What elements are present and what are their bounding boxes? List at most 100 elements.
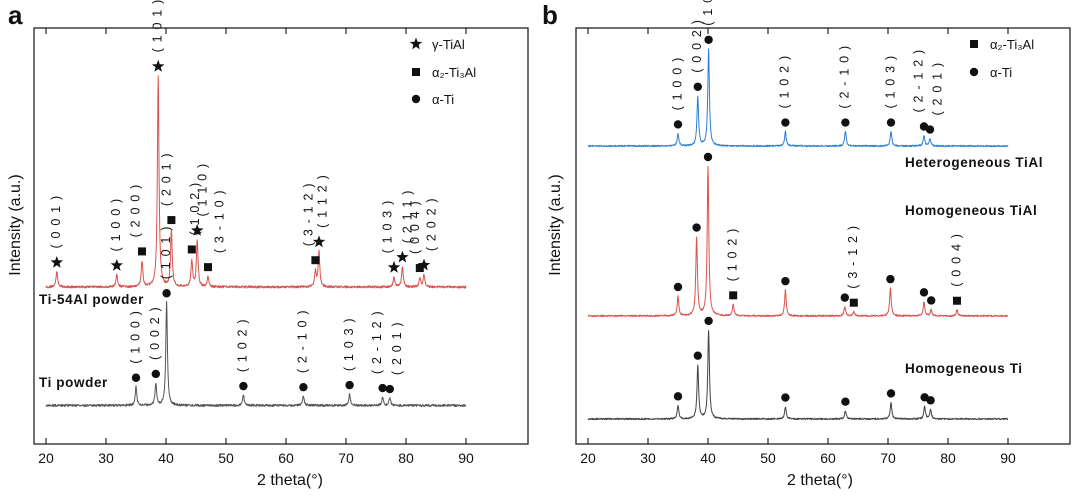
x-tick-label: 60 [278, 450, 294, 466]
peak-index-label: ( 2 0 0 ) [128, 184, 142, 238]
plot-frame [575, 27, 1071, 445]
peak-index-label: ( 1 0 1 ) [701, 0, 715, 26]
peak-index-label: ( 1 0 1 ) [159, 225, 173, 279]
peak-marker-square [415, 264, 424, 273]
peak-index-label: ( 3 - 1 2 ) [302, 182, 316, 246]
peak-marker-star [387, 260, 401, 273]
peak-marker-square [187, 245, 196, 254]
peak-index-label: ( 1 0 3 ) [380, 200, 394, 254]
peak-marker-circle [131, 373, 141, 382]
legend-label: γ-TiAl [432, 37, 465, 52]
series-line [587, 165, 1009, 318]
peak-marker-circle [919, 288, 929, 297]
peak-marker-circle [345, 380, 354, 390]
x-tick-label: 20 [38, 450, 54, 466]
x-tick-label: 90 [1000, 450, 1016, 466]
legend-label: α-Ti [432, 92, 454, 107]
peak-marker-circle [299, 382, 308, 392]
plot-frame [33, 27, 529, 445]
legend-label: α₂-Ti₃Al [990, 37, 1034, 52]
peak-marker-star [110, 259, 123, 271]
peak-index-label: ( 1 0 2 ) [725, 227, 739, 281]
x-tick-label: 60 [820, 450, 836, 466]
series-label: Homogeneous TiAl [905, 203, 1037, 218]
panel-letter: b [542, 0, 558, 30]
peak-marker-circle [703, 152, 713, 162]
legend-circle-icon [969, 67, 979, 77]
legend-square-icon [412, 68, 420, 76]
peak-index-label: ( 1 0 2 ) [188, 182, 202, 236]
series-line [45, 75, 467, 289]
peak-marker-star [50, 256, 63, 268]
peak-index-label: ( 2 1 1 ) [401, 189, 415, 243]
legend-circle-icon [411, 94, 421, 104]
peak-marker-star [396, 250, 409, 263]
peak-index-label: ( 1 0 2 ) [778, 55, 792, 109]
peak-index-label: ( 2 0 2 ) [424, 197, 438, 251]
x-tick-label: 70 [338, 450, 354, 466]
x-tick-label: 40 [700, 450, 716, 466]
legend-square-icon [970, 40, 978, 48]
x-tick-label: 50 [218, 450, 234, 466]
peak-marker-star [191, 224, 204, 236]
peak-marker-square [849, 298, 858, 307]
peak-index-label: ( 0 0 4 ) [408, 200, 422, 254]
peak-index-label: ( 0 0 2 ) [690, 19, 704, 73]
peak-marker-circle [926, 396, 935, 405]
peak-marker-circle [925, 125, 935, 134]
peak-index-label: ( 1 1 0 ) [195, 163, 209, 217]
peak-index-label: ( 0 0 1 ) [49, 195, 63, 249]
peak-index-label: ( 2 - 1 0 ) [838, 45, 852, 109]
peak-marker-circle [151, 369, 160, 379]
peak-marker-circle [841, 118, 850, 127]
peak-marker-circle [781, 276, 790, 286]
peak-marker-star [152, 59, 165, 72]
legend-label: α-Ti [990, 65, 1012, 80]
peak-marker-circle [781, 393, 790, 402]
peak-index-label: ( 2 - 1 0 ) [296, 309, 310, 373]
peak-index-label: ( 3 - 1 0 ) [212, 189, 226, 253]
peak-marker-circle [385, 384, 394, 394]
peak-index-label: ( 2 0 1 ) [160, 152, 174, 206]
series-label: Ti-54Al powder [39, 292, 144, 307]
peak-index-label: ( 1 0 3 ) [342, 317, 356, 371]
series-label: Homogeneous Ti [905, 361, 1023, 376]
peak-marker-square [167, 216, 176, 225]
peak-marker-circle [692, 223, 701, 232]
x-tick-label: 70 [880, 450, 896, 466]
peak-index-label: ( 2 - 1 2 ) [370, 310, 384, 374]
peak-index-label: ( 1 0 1 ) [150, 0, 164, 52]
peak-marker-square [311, 256, 320, 265]
series-label: Heterogeneous TiAl [905, 155, 1043, 170]
peak-index-label: ( 2 0 1 ) [390, 321, 404, 375]
peak-marker-star [417, 258, 431, 271]
peak-index-label: ( 1 0 3 ) [883, 55, 897, 109]
legend-star-icon [409, 37, 423, 50]
peak-index-label: ( 2 - 1 2 ) [911, 49, 925, 113]
x-tick-label: 20 [580, 450, 596, 466]
x-tick-label: 50 [760, 450, 776, 466]
peak-marker-circle [673, 282, 683, 292]
peak-marker-star [312, 235, 326, 248]
y-axis-title: Intensity (a.u.) [7, 174, 24, 275]
peak-marker-circle [781, 118, 790, 127]
peak-marker-square [729, 291, 738, 300]
panel-a: a 20 30 40 50 60 70 80 90 2 theta(°) Intensity (a.… [7, 0, 529, 489]
peak-marker-circle [927, 296, 936, 305]
panel-b: b 20 30 40 50 60 70 80 90 2 theta(°) Intensity (a.… [542, 0, 1071, 489]
peak-index-label: ( 3 - 1 2 ) [846, 225, 860, 289]
peak-marker-circle [886, 118, 896, 127]
peak-index-label: ( 1 0 0 ) [109, 198, 123, 252]
peak-index-label: ( 1 0 2 ) [236, 318, 250, 372]
series-line [587, 329, 1009, 421]
peak-marker-circle [378, 383, 387, 393]
peak-marker-circle [162, 289, 171, 298]
peak-marker-circle [840, 293, 849, 302]
peak-marker-square [953, 296, 961, 305]
x-tick-label: 80 [398, 450, 414, 466]
peak-index-label: ( 1 1 2 ) [315, 174, 329, 228]
peak-marker-square [138, 247, 146, 256]
peak-marker-circle [886, 389, 896, 398]
peak-marker-circle [239, 381, 248, 391]
